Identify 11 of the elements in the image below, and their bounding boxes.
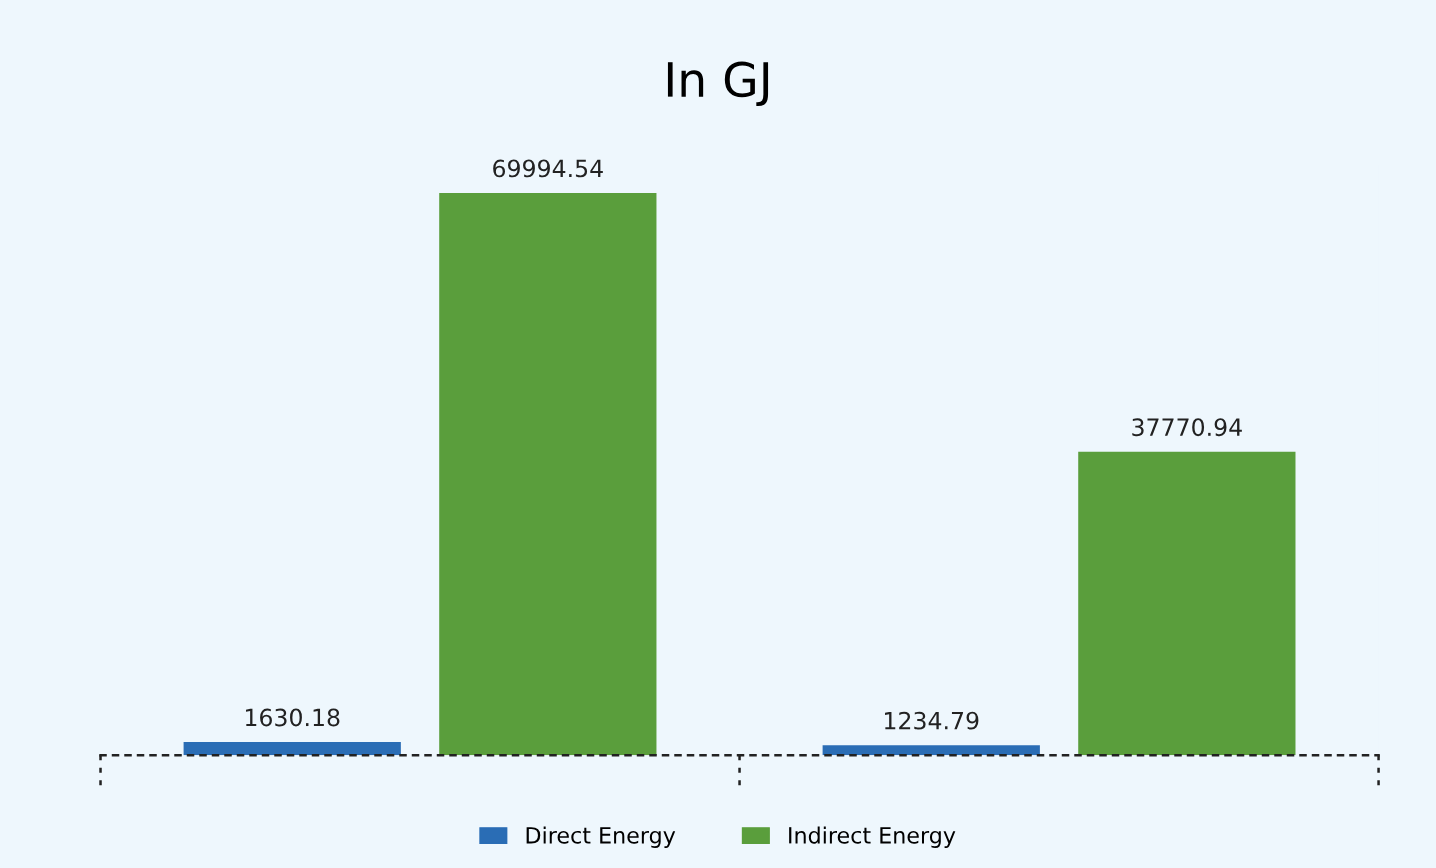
chart-title: In GJ	[667, 61, 769, 107]
bar	[822, 745, 1040, 756]
data-label: 37770.94	[1132, 418, 1242, 437]
bar	[1078, 451, 1296, 756]
data-label: 1234.79	[885, 711, 979, 730]
bar	[439, 193, 657, 756]
legend-label: Indirect Energy	[789, 826, 956, 848]
data-label: 69994.54	[493, 159, 603, 178]
legend-label: Direct Energy	[526, 826, 676, 848]
bar	[183, 742, 401, 756]
data-label: 1630.18	[246, 708, 340, 727]
